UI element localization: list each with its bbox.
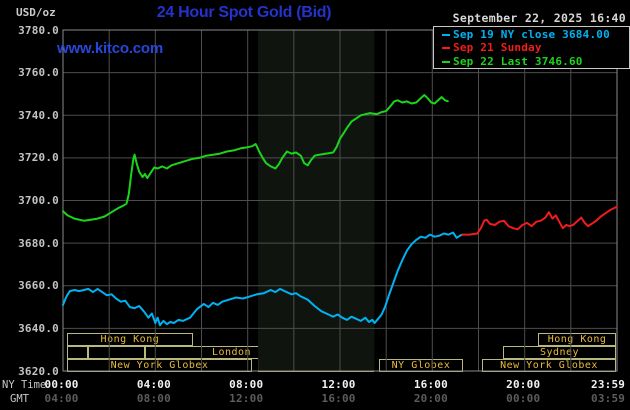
unit-label: USD/oz — [16, 6, 56, 19]
session-label: New York Globex — [110, 359, 209, 371]
y-tick-3660: 3660.0 — [18, 279, 59, 293]
y-tick-3680: 3680.0 — [18, 236, 59, 250]
legend-line-swatch — [442, 60, 450, 63]
session-label: Hong Kong — [547, 334, 607, 345]
page-title: 24 Hour Spot Gold (Bid) — [156, 4, 332, 21]
legend-item-2: Sep 22 Last 3746.60 — [434, 55, 629, 68]
session-label: NY Globex — [391, 359, 451, 371]
ny-time-tick-6: 23:59 — [591, 378, 626, 391]
ny-time-tick-1: 04:00 — [136, 378, 171, 391]
gmt-tick-5: 00:00 — [506, 391, 541, 405]
legend: Sep 19 NY close 3684.00 Sep 21 Sunday Sep … — [433, 26, 630, 69]
legend-line-swatch — [442, 47, 450, 49]
gmt-tick-2: 12:00 — [229, 391, 264, 405]
gmt-tick-6: 03:59 — [591, 391, 626, 405]
ny-time-tick-4: 16:00 — [413, 378, 448, 391]
y-tick-3640: 3640.0 — [18, 321, 59, 335]
gmt-row-label: GMT — [10, 392, 29, 405]
gmt-tick-1: 08:00 — [136, 391, 171, 405]
series-sep-21-sunday — [461, 205, 618, 236]
legend-label: Sep 21 Sunday — [453, 41, 542, 54]
legend-line-swatch — [442, 33, 450, 36]
y-tick-3720: 3720.0 — [18, 151, 59, 165]
session-label: New York Globex — [500, 359, 598, 371]
series-sep-22-last — [62, 94, 449, 222]
legend-label: Sep 19 NY close 3684.00 — [453, 27, 610, 41]
session-label: Sydney — [539, 346, 580, 358]
ny-time-row-label: NY Time — [2, 379, 47, 391]
legend-item-1: Sep 21 Sunday — [434, 41, 629, 54]
legend-label: Sep 22 Last 3746.60 — [453, 54, 583, 68]
y-tick-3780: 3780.0 — [18, 23, 59, 37]
chart-datetime: September 22, 2025 16:40 — [452, 11, 626, 25]
y-tick-3620: 3620.0 — [18, 364, 59, 378]
ny-time-tick-0: 00:00 — [44, 378, 79, 391]
ny-time-tick-5: 20:00 — [506, 378, 541, 391]
ny-time-tick-3: 12:00 — [321, 378, 356, 391]
session-label: London — [211, 346, 252, 358]
y-tick-3700: 3700.0 — [18, 194, 59, 207]
gmt-tick-4: 20:00 — [413, 391, 448, 405]
series-sep-19-ny-close — [62, 231, 464, 327]
gmt-tick-0: 04:00 — [44, 391, 79, 405]
legend-item-0: Sep 19 NY close 3684.00 — [434, 28, 629, 41]
y-tick-3760: 3760.0 — [18, 66, 59, 80]
kitco-watermark-link[interactable]: www.kitco.com — [57, 40, 164, 57]
ny-time-tick-2: 08:00 — [229, 378, 264, 391]
y-tick-3740: 3740.0 — [18, 108, 59, 122]
session-label: Hong Kong — [100, 334, 160, 345]
gmt-tick-3: 16:00 — [321, 391, 356, 405]
